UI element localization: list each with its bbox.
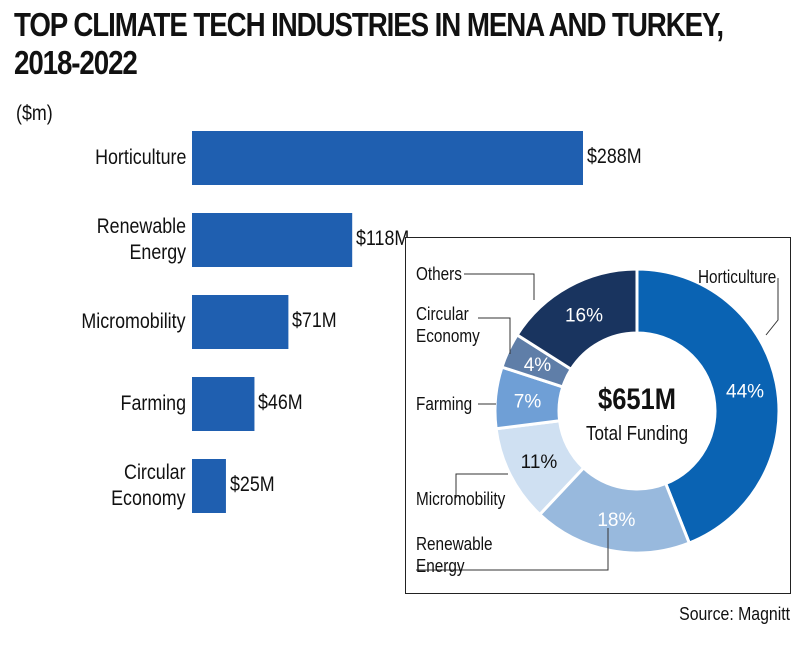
- donut-panel: 44% 18% 11% 7% 4% 16% Horticulture Renewable En…: [405, 237, 791, 594]
- bar-category-line: Circular: [124, 461, 186, 484]
- donut-category-line: Circular: [416, 304, 469, 324]
- donut-leader-line: [478, 317, 511, 354]
- bar-2: [192, 295, 289, 349]
- bar-4: [192, 459, 226, 513]
- donut-category-label: Micromobility: [416, 488, 505, 510]
- bar-value-label: $25M: [229, 473, 275, 496]
- bar-category-line: Renewable: [96, 215, 186, 238]
- bar-0: [192, 131, 583, 185]
- donut-slice-0: [635, 267, 781, 545]
- donut-chart: 44% 18% 11% 7% 4% 16%: [416, 267, 781, 571]
- unit-label: ($m): [16, 102, 53, 125]
- bar-1: [192, 213, 353, 267]
- donut-center-label: Total Funding: [585, 423, 689, 445]
- donut-pct-label: 11%: [521, 452, 558, 473]
- donut-category-line: Others: [416, 264, 462, 284]
- donut-category-line: Renewable: [416, 534, 493, 554]
- bar-category-label: Micromobility: [82, 309, 186, 335]
- donut-category-label: Renewable Energy: [416, 533, 493, 577]
- source-note: Source: Magnitt: [679, 604, 790, 624]
- chart-title: TOP CLIMATE TECH INDUSTRIES IN MENA AND …: [14, 6, 724, 82]
- donut-category-line: Micromobility: [416, 489, 506, 509]
- donut-leader-line: [455, 473, 508, 498]
- donut-category-label: Farming: [416, 393, 472, 415]
- bar-category-line: Horticulture: [94, 146, 186, 169]
- bar-value-label: $46M: [258, 391, 304, 414]
- donut-category-line: Energy: [416, 556, 465, 576]
- donut-center-value: $651M: [598, 383, 676, 416]
- donut-pct-label: 44%: [726, 381, 764, 402]
- bar-category-label: Circular Economy: [112, 460, 186, 512]
- donut-leader-line: [765, 278, 779, 336]
- donut-category-line: Horticulture: [698, 267, 777, 287]
- donut-category-line: Economy: [416, 326, 480, 346]
- donut-leader-line: [416, 528, 609, 571]
- donut-category-label: Horticulture: [698, 266, 776, 288]
- bar-category-line: Energy: [129, 241, 186, 264]
- donut-pct-label: 7%: [514, 392, 542, 413]
- bar-category-line: Farming: [120, 392, 186, 415]
- bar-3: [192, 377, 255, 431]
- bar-value-label: $71M: [292, 309, 338, 332]
- donut-slice-1: [537, 465, 692, 555]
- bar-category-line: Micromobility: [81, 310, 186, 333]
- bar-value-label: $118M: [356, 227, 410, 250]
- donut-pct-label: 4%: [524, 355, 552, 376]
- chart-title-line: 2018-2022: [14, 44, 138, 81]
- donut-category-label: Others: [416, 263, 462, 285]
- bar-value-label: $288M: [587, 145, 642, 168]
- chart-title-line: TOP CLIMATE TECH INDUSTRIES IN MENA AND …: [14, 6, 724, 43]
- bar-category-label: Farming: [121, 391, 186, 417]
- donut-pct-label: 18%: [597, 510, 635, 531]
- bar-category-label: Renewable Energy: [97, 214, 186, 266]
- donut-category-label: Circular Economy: [416, 303, 480, 347]
- donut-category-line: Farming: [416, 394, 473, 414]
- bar-category-line: Economy: [111, 487, 186, 510]
- donut-slice-5: [515, 267, 639, 372]
- donut-leader-line: [464, 273, 535, 300]
- bar-category-label: Horticulture: [95, 145, 186, 171]
- donut-pct-label: 16%: [565, 306, 603, 327]
